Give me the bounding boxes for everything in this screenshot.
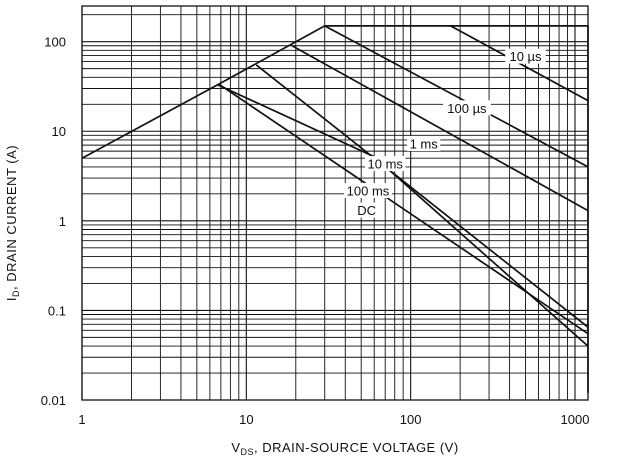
plot-frame bbox=[81, 5, 589, 401]
curve-label: 100 ms bbox=[347, 184, 390, 199]
series-line-1-ms bbox=[291, 44, 589, 212]
y-tick-label: 0.1 bbox=[48, 303, 66, 318]
curve-labels: 10 µs 100 µs 1 ms 10 ms 100 ms DC bbox=[344, 48, 546, 218]
curve-label: 10 µs bbox=[509, 49, 542, 64]
curve-label: 1 ms bbox=[410, 137, 439, 152]
x-tick-label: 10 bbox=[239, 412, 253, 427]
x-tick-label: 100 bbox=[400, 412, 422, 427]
y-tick-label: 1 bbox=[59, 214, 66, 229]
series-group bbox=[81, 25, 589, 393]
series-line-boundary bbox=[81, 25, 589, 393]
y-axis-title: ID, DRAIN CURRENT (A) bbox=[4, 145, 21, 301]
curve-label: 100 µs bbox=[447, 101, 487, 116]
curve-label-bg bbox=[443, 100, 491, 116]
y-tick-label: 0.01 bbox=[41, 393, 66, 408]
curve-label-bg bbox=[407, 136, 441, 152]
x-tick-label: 1000 bbox=[561, 412, 590, 427]
grid bbox=[81, 6, 588, 401]
series-line-10-ms bbox=[255, 64, 589, 328]
y-tick-label: 100 bbox=[44, 35, 66, 50]
curve-label-bg bbox=[344, 183, 392, 199]
series-line-100-us bbox=[324, 25, 589, 168]
curve-label: DC bbox=[357, 203, 376, 218]
curve-label-bg bbox=[505, 48, 546, 64]
y-tick-label: 10 bbox=[52, 124, 66, 139]
curve-label-bg bbox=[357, 202, 376, 218]
x-axis-title: VDS, DRAIN-SOURCE VOLTAGE (V) bbox=[231, 440, 458, 457]
x-tick-label: 1 bbox=[78, 412, 85, 427]
curve-label: 10 ms bbox=[368, 157, 404, 172]
curve-label-bg bbox=[364, 156, 406, 172]
